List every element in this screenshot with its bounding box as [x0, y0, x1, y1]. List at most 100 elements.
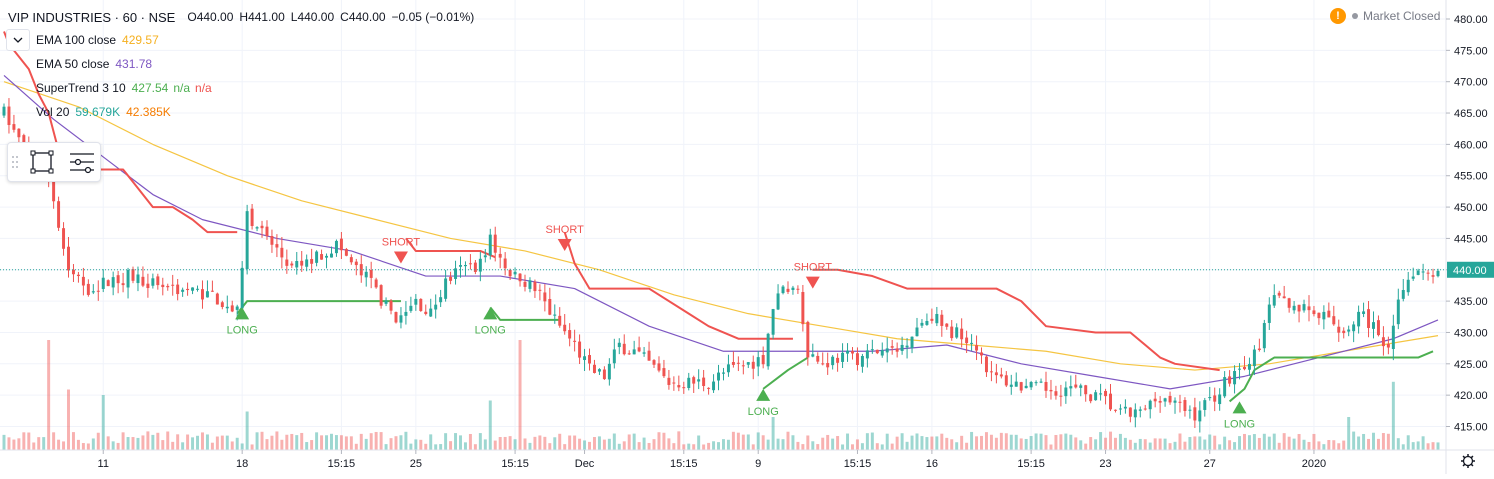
- candle-body: [1004, 375, 1008, 386]
- volume-bar: [116, 442, 120, 450]
- candle-body: [860, 356, 864, 367]
- collapse-legend-button[interactable]: [6, 29, 30, 51]
- volume-bar: [1391, 381, 1395, 450]
- candle-body: [980, 352, 983, 356]
- candle-body: [12, 124, 16, 130]
- volume-bar: [970, 431, 974, 450]
- candle-body: [920, 322, 924, 326]
- candle-body: [1262, 323, 1266, 349]
- candle-body: [478, 258, 482, 272]
- candle-body: [1277, 292, 1281, 296]
- time-tick-label: 15:15: [844, 458, 872, 470]
- volume-bar: [1228, 440, 1232, 450]
- candle-body: [1233, 371, 1237, 385]
- candle-body: [741, 365, 745, 367]
- candle-body: [320, 254, 324, 260]
- volume-bar: [945, 437, 949, 450]
- candle-body: [1054, 391, 1058, 396]
- volume-bar: [984, 432, 988, 450]
- study-row-ema50[interactable]: EMA 50 close 431.78: [36, 53, 152, 75]
- volume-bar: [925, 437, 929, 450]
- symbol-title[interactable]: VIP INDUSTRIES · 60 · NSE: [8, 9, 176, 25]
- gear-icon[interactable]: [1461, 454, 1475, 468]
- volume-bar: [196, 435, 199, 450]
- candle-body: [627, 353, 631, 355]
- volume-bar: [697, 435, 701, 450]
- candle-body: [989, 371, 993, 373]
- candle-body: [1332, 316, 1336, 325]
- candle-body: [503, 258, 507, 269]
- candle-body: [305, 259, 309, 267]
- candle-body: [52, 179, 56, 202]
- volume-bar: [245, 411, 249, 450]
- candle-body: [1133, 409, 1137, 418]
- volume-bar: [1307, 441, 1311, 450]
- volume-bar: [1213, 435, 1217, 450]
- candle-body: [1064, 387, 1068, 397]
- candle-body: [726, 364, 730, 373]
- volume-bar: [300, 432, 304, 450]
- candle-body: [1118, 408, 1122, 410]
- volume-bar: [260, 431, 264, 450]
- volume-bar: [7, 437, 11, 450]
- time-tick-label: 9: [755, 458, 761, 470]
- volume-bar: [1357, 436, 1361, 450]
- candle-body: [1362, 311, 1366, 314]
- candle-body: [1049, 389, 1053, 392]
- volume-bar: [836, 436, 840, 450]
- drag-handle-icon[interactable]: [12, 156, 18, 168]
- volume-bar: [369, 433, 373, 450]
- volume-bar: [811, 441, 815, 450]
- candle-body: [945, 323, 949, 327]
- candle-body: [1302, 304, 1306, 311]
- candle-body: [900, 344, 904, 351]
- volume-bar: [568, 435, 572, 450]
- candle-body: [7, 106, 11, 126]
- drawing-toolbox[interactable]: [7, 142, 101, 182]
- volume-bar: [47, 340, 51, 450]
- volume-bar: [1431, 442, 1435, 450]
- study-row-volume[interactable]: Vol 20 59.679K 42.385K: [36, 101, 171, 123]
- candle-body: [106, 280, 110, 287]
- study-row-supertrend[interactable]: SuperTrend 3 10 427.54 n/a n/a: [36, 77, 212, 99]
- volume-bar: [573, 435, 577, 450]
- volume-bar: [1138, 438, 1142, 450]
- supertrend-up-segment: [1228, 350, 1434, 403]
- volume-bar: [91, 438, 95, 450]
- candle-body: [905, 345, 909, 348]
- price-axis: 480.00 475.00 470.00 465.00 460.00 455.00 450.…: [1445, 0, 1494, 474]
- volume-bar: [1123, 437, 1127, 450]
- candle-body: [101, 277, 105, 289]
- market-status[interactable]: ! Market Closed: [1330, 8, 1440, 24]
- volume-bar: [310, 440, 314, 450]
- ohlc-low: L440.00: [290, 10, 335, 24]
- volume-bar: [339, 435, 343, 450]
- gear-tooth: [1462, 463, 1466, 467]
- candle-body: [1009, 384, 1013, 387]
- candle-body: [1317, 312, 1321, 319]
- volume-bar: [161, 440, 165, 450]
- volume-bar: [146, 431, 150, 450]
- volume-bar: [374, 431, 378, 450]
- candle-body: [766, 333, 770, 367]
- candle-body: [1252, 349, 1256, 367]
- volume-bar: [865, 433, 869, 450]
- volume-bar: [1074, 437, 1078, 450]
- time-tick-label: 15:15: [1017, 458, 1045, 470]
- candle-body: [295, 261, 299, 268]
- candle-body: [940, 314, 944, 326]
- signal-label: LONG: [1224, 418, 1255, 430]
- study-row-ema100[interactable]: EMA 100 close 429.57: [6, 29, 159, 51]
- format-settings-icon[interactable]: [70, 153, 94, 174]
- candle-body: [771, 309, 775, 335]
- volume-bar: [1302, 439, 1306, 450]
- rectangle-tool-icon[interactable]: [30, 150, 54, 174]
- candle-body: [369, 269, 373, 278]
- symbol-row: VIP INDUSTRIES · 60 · NSE O440.00 H441.0…: [0, 6, 474, 28]
- price-tick-label: 445.00: [1454, 233, 1488, 245]
- volume-bar: [1094, 439, 1098, 450]
- volume-bar: [607, 438, 611, 450]
- volume-bar: [558, 433, 562, 450]
